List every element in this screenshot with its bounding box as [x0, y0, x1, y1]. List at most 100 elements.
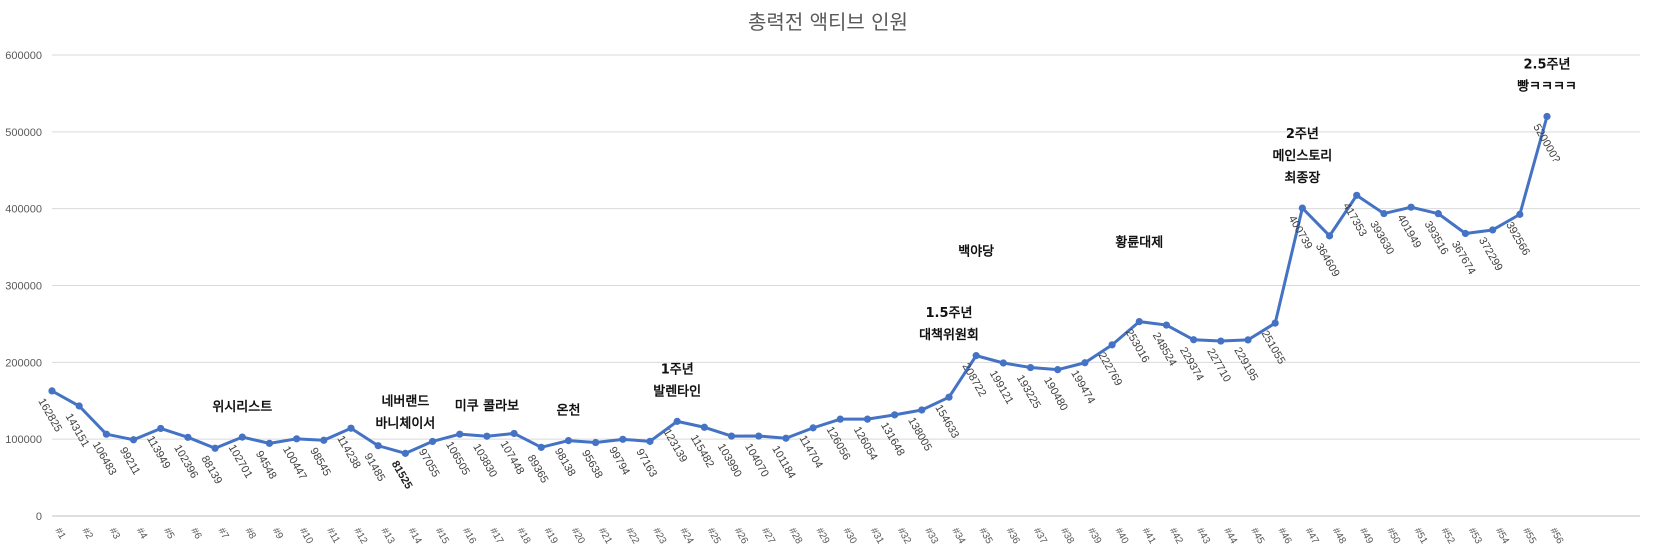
x-tick-label: #4	[134, 526, 149, 542]
x-tick-label: #32	[895, 526, 913, 546]
data-label: 229195	[1231, 345, 1260, 383]
x-tick-label: #5	[161, 526, 176, 542]
data-label: 102701	[226, 443, 255, 481]
annotation: 위시리스트	[212, 399, 272, 415]
x-tick-label: #48	[1330, 526, 1348, 546]
x-tick-label: #28	[786, 526, 804, 546]
x-tick-label: #2	[80, 526, 95, 542]
chart-title: 총력전 액티브 인원	[748, 10, 908, 34]
data-point	[1325, 232, 1334, 240]
data-point	[102, 430, 110, 438]
x-tick-label: #25	[705, 526, 723, 546]
x-tick-label: #12	[351, 526, 369, 546]
annotation-text: 황륜대제	[1115, 235, 1163, 251]
data-label: 126056	[824, 425, 853, 463]
series-line	[51, 116, 1549, 455]
data-label: 104070	[742, 442, 771, 480]
x-tick-label: #38	[1058, 526, 1076, 546]
data-point	[1217, 337, 1225, 345]
data-point	[564, 436, 573, 445]
data-label: 364609	[1313, 241, 1342, 279]
data-point	[238, 433, 246, 441]
x-tick-label: #52	[1439, 526, 1457, 546]
data-label: 251055	[1259, 329, 1288, 367]
y-axis: 0 100000 200000 300000 400000 500000 600000	[5, 50, 42, 523]
data-point	[592, 438, 600, 447]
data-label: 107448	[497, 439, 526, 477]
x-tick-label: #20	[569, 526, 587, 546]
data-point	[1407, 203, 1415, 211]
annotation-text: 2.5주년	[1524, 57, 1571, 72]
data-label: 103990	[715, 442, 744, 480]
data-label: 190480	[1041, 375, 1070, 413]
data-point	[1026, 363, 1035, 372]
x-tick-label: #47	[1303, 526, 1321, 546]
x-tick-label: #40	[1112, 526, 1130, 546]
x-tick-label: #39	[1085, 526, 1103, 546]
data-label: 89365	[525, 453, 551, 485]
x-tick-label: #30	[841, 526, 859, 546]
data-label: 253016	[1123, 327, 1152, 365]
data-point	[1461, 229, 1470, 238]
data-label: 417353	[1340, 201, 1369, 239]
y-tick-label: 200000	[5, 357, 42, 369]
data-point	[401, 449, 409, 457]
annotation-text: 백야당	[958, 244, 994, 260]
x-tick-label: #15	[433, 526, 451, 546]
data-point	[700, 423, 708, 431]
data-label: 199474	[1068, 368, 1097, 406]
x-tick-label: #23	[650, 526, 668, 546]
x-tick-label: #42	[1167, 526, 1185, 546]
data-label: 199121	[987, 369, 1016, 407]
data-point	[347, 424, 355, 432]
data-point	[1135, 317, 1143, 326]
data-point	[836, 415, 844, 423]
data-label: 98545	[307, 446, 333, 478]
annotation-text: 미쿠 콜라보	[455, 398, 519, 414]
data-point	[999, 359, 1007, 367]
x-tick-label: #37	[1031, 526, 1049, 546]
x-tick-label: #9	[270, 526, 285, 542]
data-label: 393516	[1422, 219, 1451, 257]
x-tick-label: #26	[732, 526, 750, 546]
x-tick-label: #49	[1357, 526, 1375, 546]
x-tick-label: #29	[813, 526, 831, 546]
data-point	[755, 432, 763, 440]
x-tick-label: #35	[977, 526, 995, 546]
annotation: 온천	[556, 404, 580, 419]
y-tick-label: 500000	[5, 127, 42, 139]
data-point	[1108, 341, 1116, 349]
data-point	[1516, 210, 1524, 218]
data-point	[646, 437, 654, 445]
data-label: 115482	[688, 433, 716, 470]
x-tick-label: #6	[188, 526, 203, 542]
y-tick-label: 0	[36, 511, 42, 523]
data-point	[48, 387, 56, 395]
x-tick-label: #56	[1547, 526, 1565, 546]
data-point	[293, 435, 301, 443]
data-label: 94548	[253, 449, 279, 481]
data-point	[1271, 319, 1279, 327]
data-point	[537, 443, 545, 451]
y-tick-label: 100000	[5, 434, 42, 446]
data-point	[1434, 210, 1442, 218]
data-point	[129, 436, 138, 444]
data-label: 106505	[443, 440, 472, 478]
data-label: 103830	[470, 442, 499, 480]
x-tick-label: #44	[1221, 526, 1239, 546]
data-point	[972, 352, 980, 360]
data-point	[1543, 112, 1551, 121]
data-label: 99211	[117, 445, 142, 477]
data-point	[727, 432, 736, 440]
data-point	[157, 424, 165, 433]
data-point	[184, 433, 192, 441]
x-tick-label: #50	[1384, 526, 1402, 546]
x-tick-label: #10	[297, 526, 315, 546]
data-point	[809, 424, 817, 432]
annotation-text: 메인스토리	[1272, 148, 1332, 164]
x-tick-label: #34	[949, 526, 967, 546]
